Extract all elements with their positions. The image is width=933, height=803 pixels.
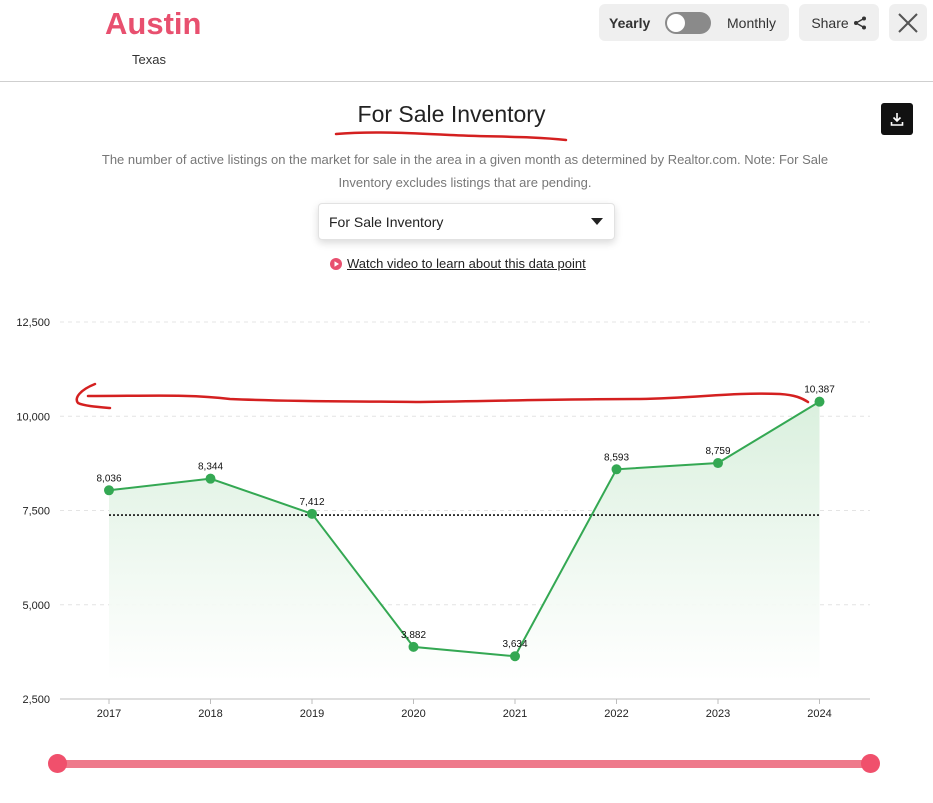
data-label: 8,036 <box>96 473 121 484</box>
download-icon <box>890 113 904 126</box>
data-point[interactable] <box>713 458 723 469</box>
title-underline-annotation <box>334 131 568 142</box>
data-label: 8,759 <box>705 446 730 457</box>
range-slider-end-handle[interactable] <box>861 754 880 773</box>
metric-description: The number of active listings on the mar… <box>101 152 829 190</box>
peak-annotation-arrow <box>75 382 810 410</box>
metric-select-value: For Sale Inventory <box>329 214 444 230</box>
x-tick-label: 2021 <box>503 708 527 720</box>
x-tick-label: 2017 <box>97 708 121 720</box>
state-name: Texas <box>132 52 166 67</box>
data-point[interactable] <box>408 641 419 652</box>
range-slider-track[interactable] <box>58 760 870 768</box>
data-point[interactable] <box>814 396 825 407</box>
watch-video-label: Watch video to learn about this data poi… <box>347 256 586 271</box>
close-icon <box>898 12 918 33</box>
x-tick-label: 2019 <box>300 708 324 720</box>
header: Austin Texas Yearly Monthly Share <box>0 0 933 82</box>
share-label: Share <box>811 14 849 31</box>
year-range-slider[interactable] <box>48 752 880 776</box>
caret-down-icon <box>591 218 603 225</box>
watch-video-link[interactable]: Watch video to learn about this data poi… <box>330 256 586 271</box>
download-button[interactable] <box>881 103 913 135</box>
data-label: 7,412 <box>299 497 324 508</box>
play-icon <box>330 257 342 270</box>
range-slider-start-handle[interactable] <box>48 754 67 773</box>
toggle-monthly-label[interactable]: Monthly <box>727 15 777 31</box>
toggle-yearly-label[interactable]: Yearly <box>609 15 651 31</box>
city-name: Austin <box>105 6 202 41</box>
data-point[interactable] <box>611 464 622 475</box>
x-tick-label: 2023 <box>706 708 730 720</box>
metric-select[interactable]: For Sale Inventory <box>318 203 615 240</box>
close-button[interactable] <box>889 4 927 41</box>
y-tick-label: 5,000 <box>22 600 50 612</box>
toggle-knob <box>667 14 685 32</box>
series-line <box>108 400 821 658</box>
x-tick-label: 2020 <box>401 708 425 720</box>
y-tick-label: 7,500 <box>22 506 50 518</box>
inventory-line-chart: 2,500 5,000 7,500 10,000 12,500 2017 2018 2019 2… <box>16 317 870 720</box>
data-point[interactable] <box>205 473 216 484</box>
data-point[interactable] <box>307 508 317 519</box>
data-label: 3,882 <box>401 630 426 641</box>
data-label: 10,387 <box>804 385 835 396</box>
x-tick-label: 2024 <box>807 708 831 720</box>
period-toggle-switch[interactable] <box>665 12 711 34</box>
y-tick-label: 12,500 <box>16 317 50 329</box>
data-label: 8,593 <box>604 452 629 463</box>
data-point[interactable] <box>510 651 520 662</box>
share-button[interactable]: Share <box>799 4 879 41</box>
data-label: 8,344 <box>198 462 223 473</box>
period-toggle: Yearly Monthly <box>599 4 789 41</box>
y-tick-label: 2,500 <box>22 694 50 706</box>
x-tick-label: 2018 <box>198 708 222 720</box>
y-tick-label: 10,000 <box>16 411 50 423</box>
x-tick-label: 2022 <box>604 708 628 720</box>
page-title: For Sale Inventory <box>357 101 546 127</box>
share-icon <box>853 16 866 29</box>
data-label: 3,634 <box>502 639 527 650</box>
area-fill <box>109 401 820 681</box>
data-point[interactable] <box>104 485 114 496</box>
